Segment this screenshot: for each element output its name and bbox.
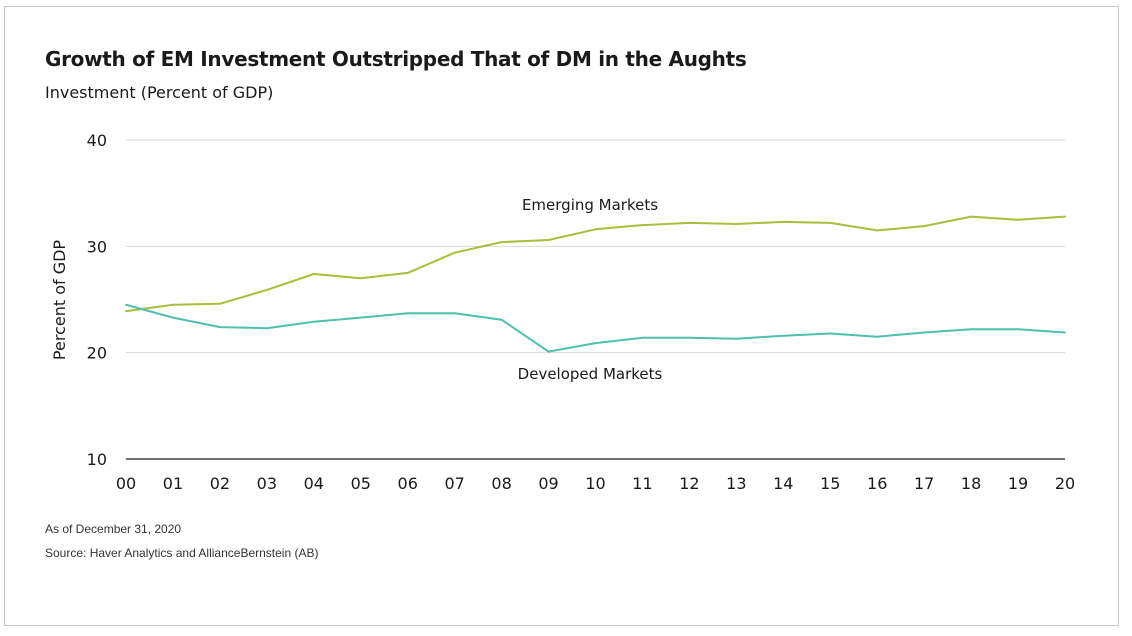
x-tick-label: 14 bbox=[773, 474, 793, 493]
data-point bbox=[547, 350, 550, 353]
y-tick-label: 30 bbox=[87, 237, 107, 256]
x-tick-label: 11 bbox=[632, 474, 652, 493]
as-of-note: As of December 31, 2020 bbox=[45, 522, 182, 536]
data-point bbox=[125, 310, 127, 313]
data-point bbox=[970, 328, 972, 331]
data-point bbox=[265, 327, 268, 330]
data-point bbox=[312, 320, 315, 323]
data-point bbox=[876, 229, 879, 232]
data-point bbox=[406, 312, 409, 315]
data-point bbox=[782, 220, 785, 223]
x-tick-label: 19 bbox=[1008, 474, 1028, 493]
data-point bbox=[970, 215, 972, 218]
data-point bbox=[219, 302, 221, 305]
x-tick-label: 06 bbox=[398, 474, 418, 493]
data-point bbox=[1017, 218, 1019, 221]
data-point bbox=[265, 289, 268, 291]
x-tick-label: 01 bbox=[163, 474, 183, 493]
x-tick-label: 18 bbox=[961, 474, 981, 493]
chart-subtitle: Investment (Percent of GDP) bbox=[45, 83, 274, 102]
chart-title: Growth of EM Investment Outstripped That… bbox=[45, 47, 747, 71]
x-tick-label: 20 bbox=[1055, 474, 1075, 493]
x-tick-label: 15 bbox=[820, 474, 840, 493]
data-point bbox=[923, 225, 926, 228]
data-point bbox=[500, 241, 503, 243]
chart-frame bbox=[4, 6, 1119, 626]
data-point bbox=[219, 326, 221, 329]
data-point bbox=[172, 316, 174, 319]
data-point bbox=[406, 272, 409, 274]
y-tick-label: 10 bbox=[87, 450, 107, 469]
data-point bbox=[782, 334, 785, 337]
data-point bbox=[641, 336, 644, 339]
data-point bbox=[453, 312, 456, 315]
data-point bbox=[641, 224, 644, 226]
x-tick-label: 05 bbox=[351, 474, 371, 493]
x-tick-label: 07 bbox=[444, 474, 464, 493]
data-point bbox=[594, 342, 597, 344]
data-point bbox=[1064, 215, 1066, 218]
x-tick-label: 17 bbox=[914, 474, 934, 493]
y-tick-label: 20 bbox=[87, 344, 107, 363]
y-tick-label: 40 bbox=[87, 131, 107, 150]
x-tick-label: 04 bbox=[304, 474, 324, 493]
data-point bbox=[923, 331, 926, 334]
data-point bbox=[172, 303, 174, 306]
x-tick-label: 10 bbox=[585, 474, 605, 493]
x-tick-label: 16 bbox=[867, 474, 887, 493]
data-point bbox=[735, 337, 738, 340]
data-point bbox=[688, 336, 691, 339]
y-axis-label: Percent of GDP bbox=[50, 240, 69, 361]
data-point bbox=[453, 251, 456, 254]
data-point bbox=[547, 239, 550, 241]
x-tick-label: 09 bbox=[538, 474, 558, 493]
data-point bbox=[500, 318, 503, 321]
series-line-emerging-markets bbox=[125, 215, 1066, 313]
data-point bbox=[359, 316, 362, 319]
x-tick-label: 00 bbox=[116, 474, 136, 493]
data-point bbox=[125, 303, 127, 306]
data-point bbox=[1017, 328, 1019, 331]
x-tick-label: 13 bbox=[726, 474, 746, 493]
data-point bbox=[594, 228, 597, 231]
data-point bbox=[359, 277, 362, 280]
data-point bbox=[312, 273, 315, 275]
data-point bbox=[829, 332, 832, 335]
data-point bbox=[1064, 331, 1066, 334]
data-point bbox=[688, 222, 691, 224]
x-tick-label: 08 bbox=[491, 474, 511, 493]
data-point bbox=[735, 223, 738, 225]
source-note: Source: Haver Analytics and AllianceBern… bbox=[45, 546, 319, 560]
data-point bbox=[876, 335, 879, 338]
x-tick-label: 03 bbox=[257, 474, 277, 493]
data-point bbox=[829, 222, 832, 224]
x-tick-label: 12 bbox=[679, 474, 699, 493]
series-label-emerging-markets: Emerging Markets bbox=[522, 196, 658, 214]
series-label-developed-markets: Developed Markets bbox=[518, 365, 663, 383]
x-tick-label: 02 bbox=[210, 474, 230, 493]
